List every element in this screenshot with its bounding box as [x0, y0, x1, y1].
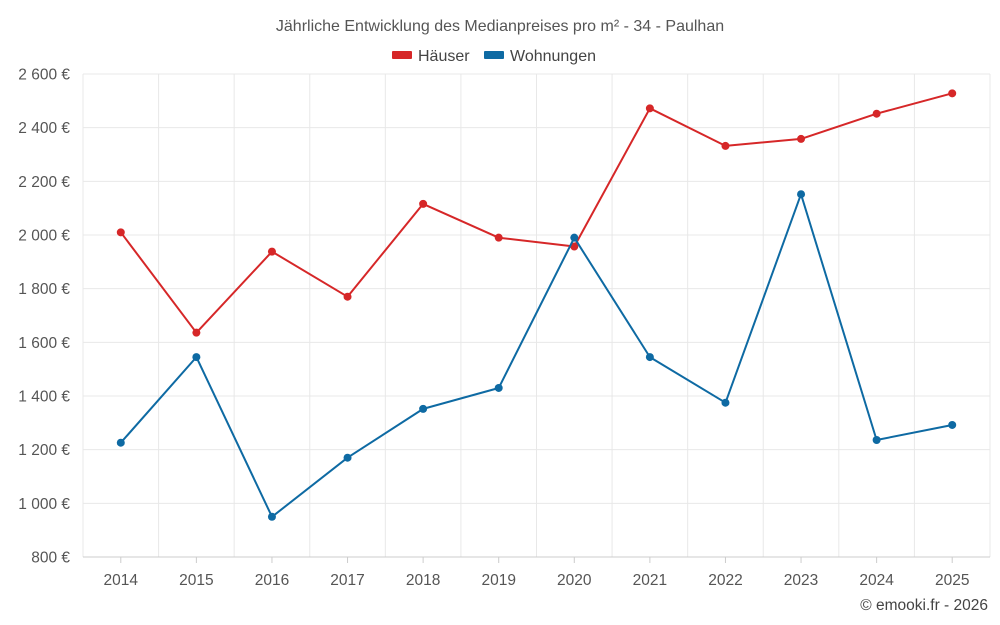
data-point-wohnungen[interactable]: [192, 353, 201, 362]
copyright-credit: © emooki.fr - 2026: [860, 597, 988, 614]
data-point-haeuser[interactable]: [570, 242, 579, 251]
series-line-haeuser: [120, 92, 953, 334]
y-axis: 800 € 1 000 € 1 200 € 1 400 € 1 600 € 1 800 €…: [18, 67, 70, 567]
data-point-wohnungen[interactable]: [267, 512, 276, 521]
x-tick-label: 2023: [784, 572, 818, 589]
y-tick-label: 1 800 €: [18, 281, 70, 298]
y-tick-label: 1 400 €: [18, 389, 70, 406]
legend-swatch-wohnungen: [484, 51, 504, 59]
x-tick-label: 2016: [255, 572, 289, 589]
x-tick-label: 2017: [330, 572, 364, 589]
data-point-haeuser[interactable]: [494, 233, 503, 242]
y-tick-label: 2 000 €: [18, 228, 70, 245]
data-point-wohnungen[interactable]: [419, 404, 428, 413]
x-tick-label: 2014: [104, 572, 139, 589]
x-tick-label: 2015: [179, 572, 213, 589]
legend-label-haeuser[interactable]: Häuser: [418, 48, 470, 65]
grid-lines: [82, 73, 991, 558]
y-tick-label: 800 €: [31, 550, 70, 567]
data-point-haeuser[interactable]: [872, 109, 881, 118]
data-point-wohnungen[interactable]: [721, 398, 730, 407]
data-point-wohnungen[interactable]: [570, 233, 579, 242]
data-point-wohnungen[interactable]: [645, 353, 654, 362]
legend-label-wohnungen[interactable]: Wohnungen: [510, 48, 596, 65]
y-tick-label: 1 000 €: [18, 496, 70, 513]
data-point-wohnungen[interactable]: [797, 190, 806, 199]
legend: Häuser Wohnungen: [392, 48, 596, 65]
data-point-wohnungen[interactable]: [948, 420, 957, 429]
data-point-haeuser[interactable]: [192, 328, 201, 337]
series-group: [116, 89, 957, 521]
data-point-haeuser[interactable]: [797, 134, 806, 143]
data-point-wohnungen[interactable]: [343, 453, 352, 462]
data-point-haeuser[interactable]: [267, 247, 276, 256]
data-point-haeuser[interactable]: [645, 104, 654, 113]
y-tick-label: 2 200 €: [18, 174, 70, 191]
legend-swatch-haeuser: [392, 51, 412, 59]
x-tick-label: 2024: [859, 572, 894, 589]
x-tick-label: 2021: [633, 572, 667, 589]
data-point-haeuser[interactable]: [343, 292, 352, 301]
data-point-haeuser[interactable]: [948, 89, 957, 98]
data-point-haeuser[interactable]: [116, 228, 125, 237]
x-tick-label: 2020: [557, 572, 592, 589]
data-point-wohnungen[interactable]: [494, 383, 503, 392]
y-tick-label: 2 600 €: [18, 67, 70, 84]
data-point-haeuser[interactable]: [721, 141, 730, 150]
data-point-haeuser[interactable]: [419, 199, 428, 208]
y-tick-label: 2 400 €: [18, 120, 70, 137]
x-axis: 2014 2015 2016 2017 2018 2019 2020 2021 2022 2023…: [104, 557, 969, 589]
series-line-wohnungen: [120, 193, 953, 518]
y-tick-label: 1 200 €: [18, 442, 70, 459]
x-tick-label: 2025: [935, 572, 969, 589]
chart-title: Jährliche Entwicklung des Medianpreises …: [276, 18, 724, 35]
y-tick-label: 1 600 €: [18, 335, 70, 352]
x-tick-label: 2019: [481, 572, 515, 589]
data-point-wohnungen[interactable]: [116, 438, 125, 447]
data-point-wohnungen[interactable]: [872, 436, 881, 445]
x-tick-label: 2018: [406, 572, 440, 589]
x-tick-label: 2022: [708, 572, 742, 589]
